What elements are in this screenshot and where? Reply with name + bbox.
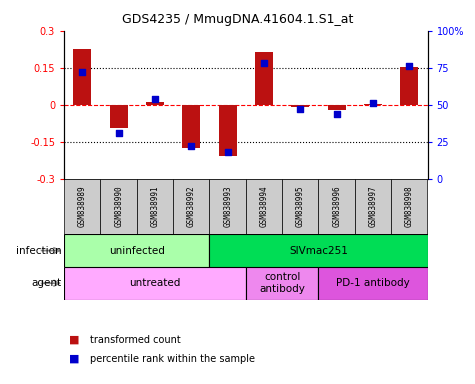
Bar: [255, 52, 273, 104]
Text: PD-1 antibody: PD-1 antibody: [336, 278, 410, 288]
Bar: [182, 104, 200, 148]
Bar: [137, 179, 173, 234]
Point: [296, 106, 304, 112]
Point: [115, 130, 123, 136]
Point: [369, 100, 377, 106]
Point: [188, 143, 195, 149]
Text: GSM838994: GSM838994: [259, 185, 268, 227]
Bar: [400, 67, 418, 104]
Text: percentile rank within the sample: percentile rank within the sample: [90, 354, 255, 364]
Point: [224, 149, 231, 155]
Text: GSM838996: GSM838996: [332, 185, 341, 227]
Bar: [218, 104, 237, 156]
Bar: [101, 179, 137, 234]
Text: GSM838997: GSM838997: [369, 185, 378, 227]
Point: [78, 69, 86, 75]
Point: [151, 96, 159, 102]
Bar: [209, 234, 428, 267]
Text: GSM838992: GSM838992: [187, 185, 196, 227]
Text: GSM838993: GSM838993: [223, 185, 232, 227]
Point: [260, 60, 268, 66]
Text: GSM838989: GSM838989: [78, 185, 87, 227]
Bar: [209, 179, 246, 234]
Bar: [173, 179, 209, 234]
Point: [333, 111, 341, 117]
Bar: [146, 102, 164, 104]
Text: SIVmac251: SIVmac251: [289, 245, 348, 256]
Bar: [318, 267, 428, 300]
Bar: [110, 104, 128, 128]
Text: control
antibody: control antibody: [259, 272, 305, 294]
Bar: [391, 179, 428, 234]
Point: [406, 63, 413, 69]
Text: GSM838990: GSM838990: [114, 185, 123, 227]
Text: GDS4235 / MmugDNA.41604.1.S1_at: GDS4235 / MmugDNA.41604.1.S1_at: [122, 13, 353, 26]
Bar: [246, 267, 318, 300]
Bar: [318, 179, 355, 234]
Text: ■: ■: [69, 335, 79, 345]
Text: agent: agent: [32, 278, 62, 288]
Bar: [64, 234, 209, 267]
Text: ■: ■: [69, 354, 79, 364]
Bar: [328, 104, 346, 109]
Text: GSM838991: GSM838991: [151, 185, 160, 227]
Text: GSM838995: GSM838995: [296, 185, 305, 227]
Text: GSM838998: GSM838998: [405, 185, 414, 227]
Bar: [246, 179, 282, 234]
Text: untreated: untreated: [129, 278, 180, 288]
Bar: [73, 49, 91, 104]
Text: infection: infection: [16, 245, 62, 256]
Bar: [355, 179, 391, 234]
Text: uninfected: uninfected: [109, 245, 165, 256]
Bar: [291, 104, 309, 107]
Bar: [64, 267, 246, 300]
Bar: [64, 179, 101, 234]
Bar: [282, 179, 318, 234]
Text: transformed count: transformed count: [90, 335, 181, 345]
